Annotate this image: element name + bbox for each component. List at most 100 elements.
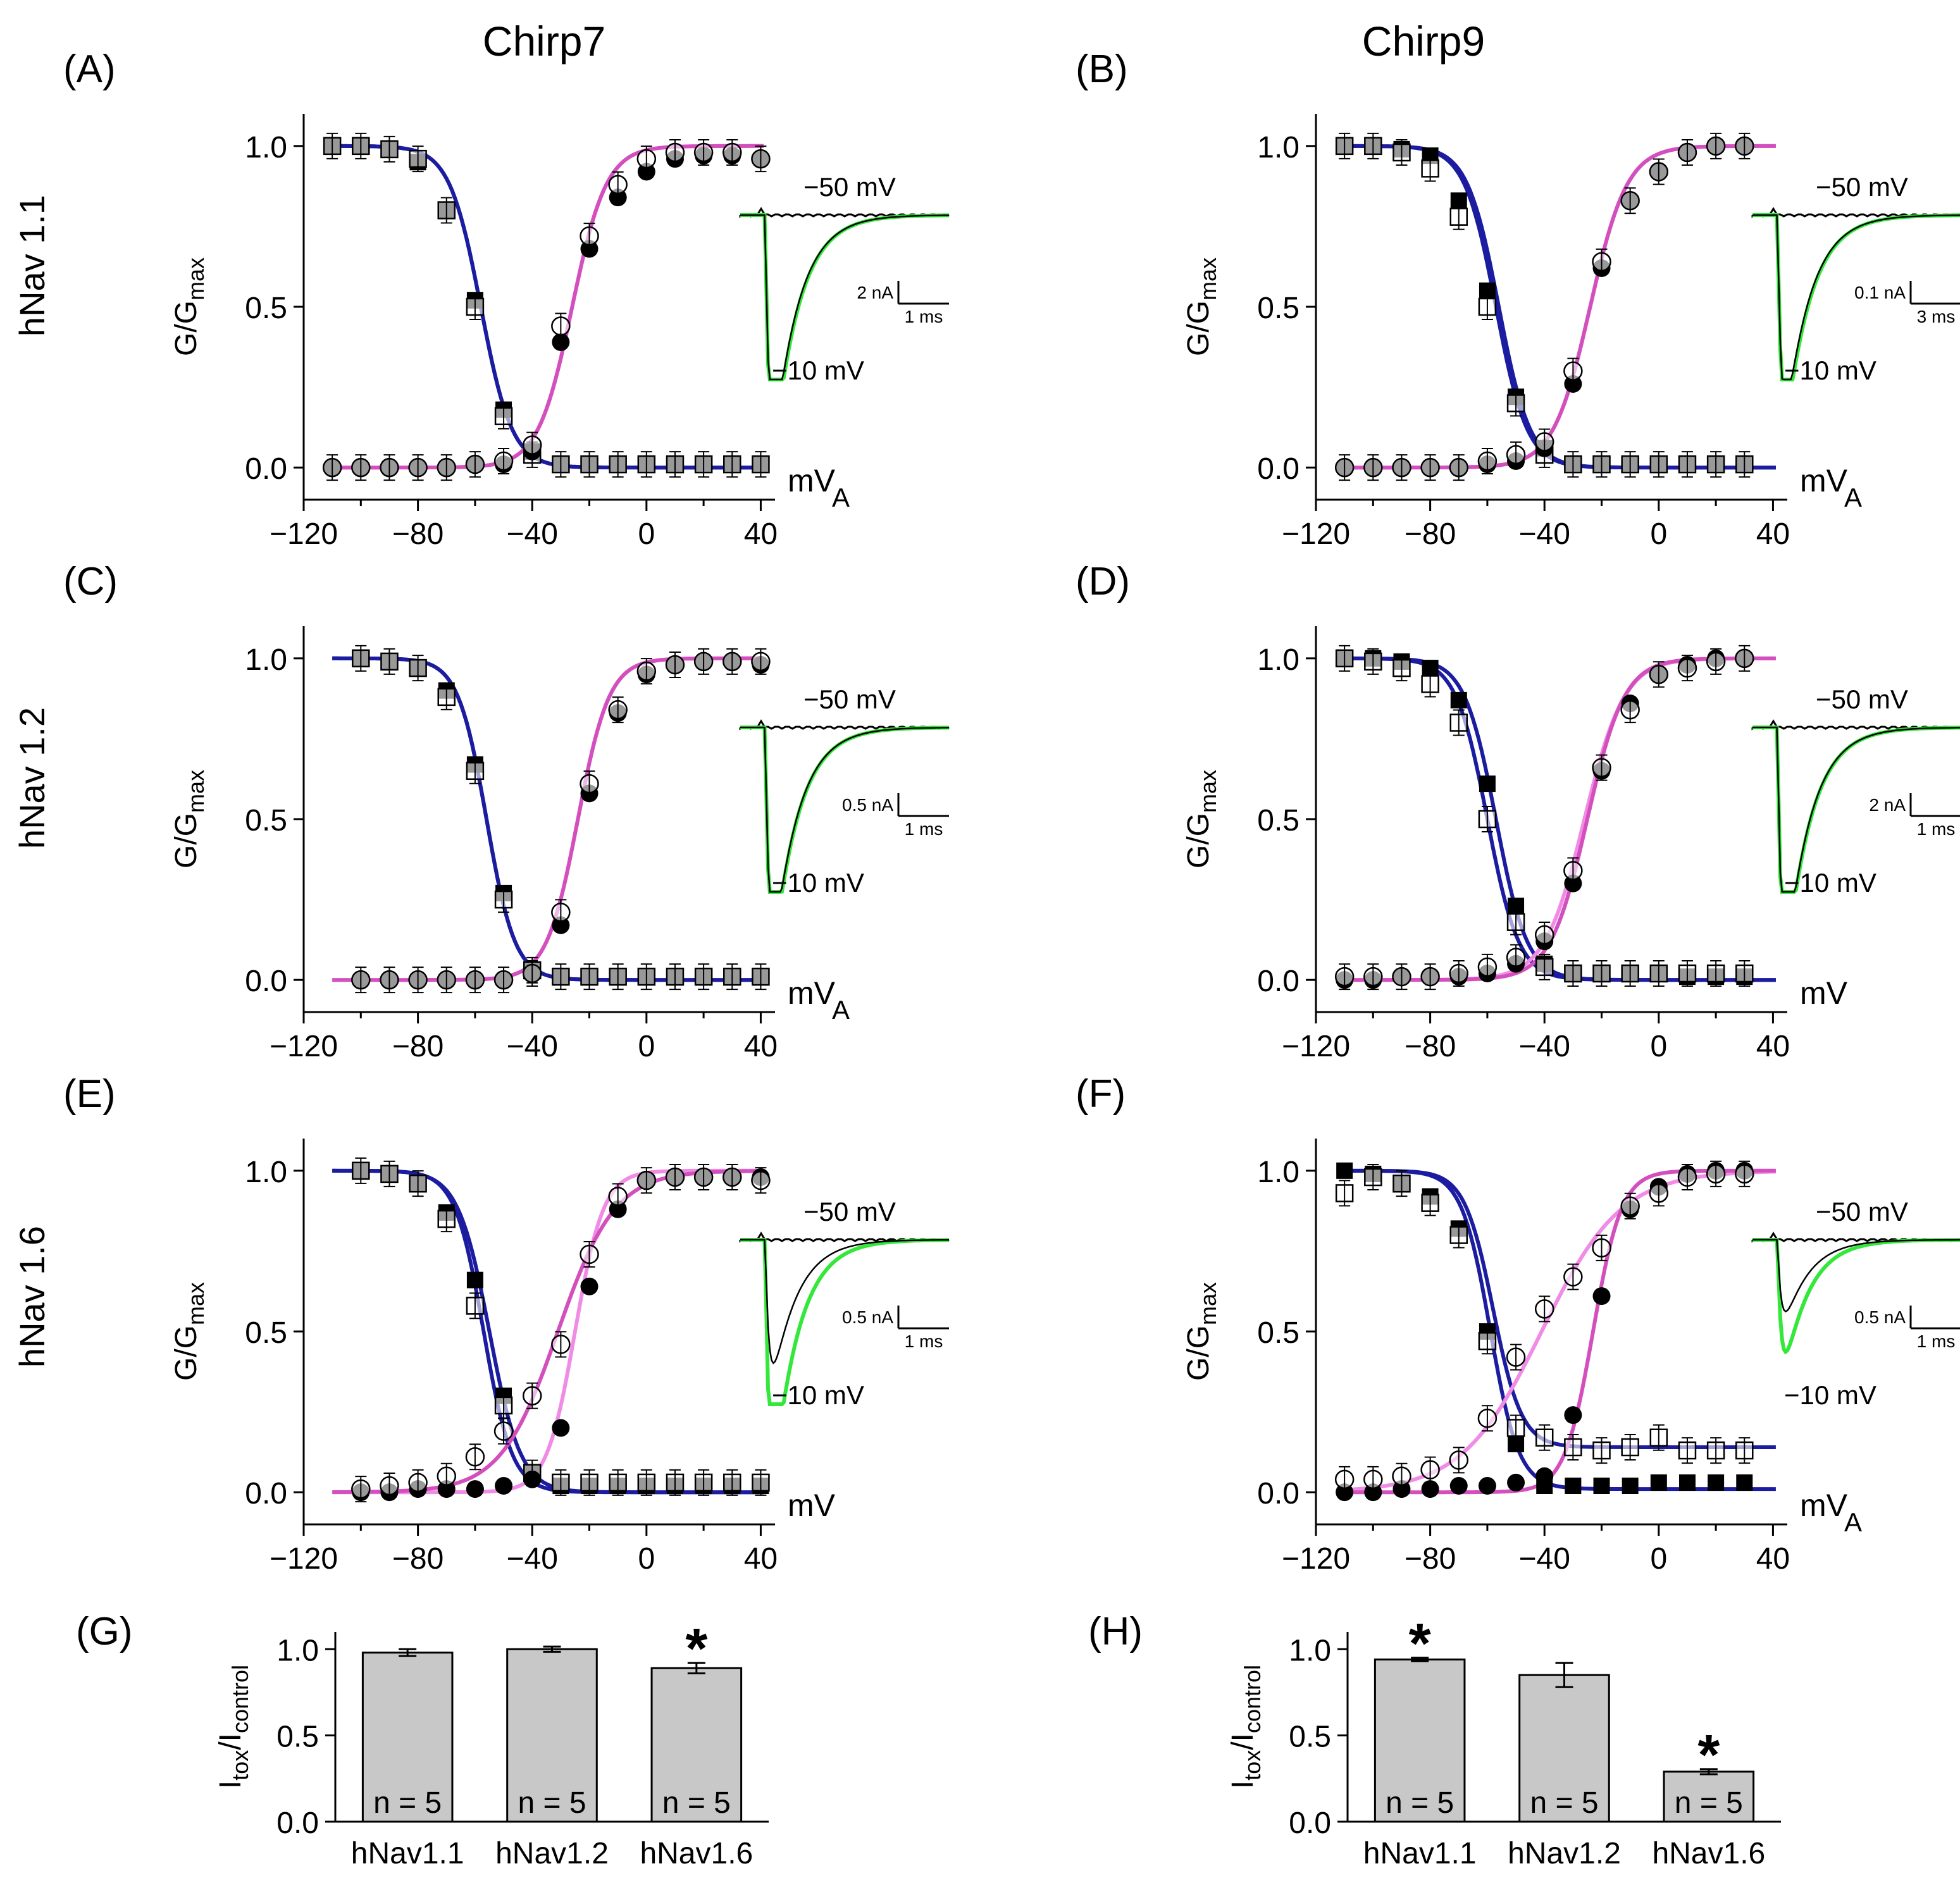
x-tick-label: 0 <box>1650 1030 1667 1063</box>
significance-marker: * <box>1409 1612 1431 1676</box>
stray-label: A <box>832 995 850 1025</box>
data-point-activation-toxin <box>523 1470 542 1488</box>
bar <box>1663 1770 1755 1823</box>
inset-label-top: −50 mV <box>803 1197 896 1226</box>
x-tick-label: −120 <box>1282 517 1350 551</box>
x-tick-label: −120 <box>270 1030 338 1063</box>
data-point-activation-toxin <box>466 1480 484 1498</box>
inactivation-fit-curve <box>332 1168 764 1495</box>
y-tick-label: 1.0 <box>1289 1634 1331 1667</box>
x-category-label: hNav1.1 <box>351 1837 464 1870</box>
x-category-label: hNav1.1 <box>1363 1837 1477 1870</box>
panel-b: (B) 0.0 0.5 1.0 −120 −80 −40 0 40 G/Gmax mVA −50 mV… <box>1076 47 1960 551</box>
x-tick-label: 0 <box>1650 517 1667 551</box>
y-tick-label: 0.0 <box>245 965 287 998</box>
activation-fit-curve <box>332 1169 764 1494</box>
data-point-inactivation-toxin <box>1593 1478 1610 1494</box>
x-tick-label: −80 <box>392 517 443 551</box>
row-label-hnav12: hNav 1.2 <box>12 707 52 849</box>
inset-current-scale-label: 2 nA <box>857 283 893 302</box>
x-tick-label: 40 <box>744 1542 778 1576</box>
data-point-inactivation-toxin <box>466 1271 483 1288</box>
y-tick-label: 0.0 <box>1289 1807 1331 1840</box>
x-axis-unit-label: mV <box>788 1488 836 1523</box>
row-label-hnav16: hNav 1.6 <box>12 1226 52 1368</box>
bar <box>361 1652 454 1823</box>
x-category-label: hNav1.2 <box>495 1837 609 1870</box>
stray-label: A <box>1844 483 1862 512</box>
inset-trace-toxin-overlay <box>740 214 950 381</box>
significance-marker: * <box>685 1617 707 1681</box>
y-tick-label: 0.0 <box>1257 965 1299 998</box>
inset-label-bottom: −10 mV <box>772 868 864 898</box>
data-point-activation-toxin <box>552 333 570 351</box>
x-tick-label: −80 <box>1405 1542 1456 1576</box>
y-axis-label: G/Gmax <box>170 257 209 356</box>
inset-time-scale-label: 1 ms <box>905 819 943 839</box>
data-point-inactivation-toxin <box>1736 1474 1753 1491</box>
inset-trace-toxin-overlay <box>740 1238 949 1364</box>
panel-c: (C) 0.0 0.5 1.0 −120 −80 −40 0 40 G/Gmax mVA −50 mV… <box>63 560 950 1063</box>
activation-fit-curve <box>1344 656 1776 982</box>
inactivation-fit-curve <box>1344 1168 1776 1492</box>
inactivation-fit-curve <box>332 144 764 470</box>
inset-current-scale-label: 0.1 nA <box>1854 283 1906 302</box>
x-tick-label: −80 <box>392 1030 443 1063</box>
data-point-inactivation-toxin <box>1622 1478 1639 1494</box>
x-axis-unit-label: mV <box>1800 975 1848 1011</box>
inset-time-scale-label: 1 ms <box>1917 1331 1956 1351</box>
x-axis-unit-label: mV <box>788 975 836 1011</box>
inset-trace-toxin-overlay <box>740 726 950 893</box>
inset-trace-toxin-overlay <box>1752 214 1960 381</box>
inset-label-top: −50 mV <box>1816 684 1908 714</box>
panel-label: (G) <box>76 1610 133 1653</box>
data-point-inactivation-toxin <box>1450 691 1467 708</box>
y-tick-label: 0.5 <box>1257 804 1299 837</box>
data-point-activation-toxin <box>1449 1477 1468 1495</box>
stray-label: A <box>832 483 850 512</box>
y-axis-label: G/Gmax <box>170 1282 209 1381</box>
activation-fit-curve <box>332 656 764 982</box>
data-point-activation-toxin <box>1535 1467 1554 1485</box>
panel-label: (A) <box>63 47 116 91</box>
activation-fit-curve <box>332 144 764 470</box>
x-tick-label: −120 <box>270 1542 338 1576</box>
inset-time-scale-label: 1 ms <box>905 307 943 326</box>
x-tick-label: −120 <box>270 517 338 551</box>
panel-d: (D) 0.0 0.5 1.0 −120 −80 −40 0 40 G/Gmax mV −50 mV −… <box>1076 560 1960 1063</box>
significance-marker: * <box>1697 1724 1720 1787</box>
bar-n-label: n = 5 <box>518 1786 586 1820</box>
bar-n-label: n = 5 <box>1675 1786 1743 1820</box>
panel-f: (F) 0.0 0.5 1.0 −120 −80 −40 0 40 G/Gmax mVA −50 mV… <box>1076 1072 1960 1576</box>
inactivation-fit-curve <box>1344 656 1776 982</box>
data-point-inactivation-toxin <box>1678 1474 1696 1491</box>
data-point-activation-toxin <box>1564 1406 1582 1424</box>
y-tick-label: 0.5 <box>245 804 287 837</box>
inset-label-bottom: −10 mV <box>772 355 864 385</box>
panel-label: (H) <box>1088 1610 1143 1653</box>
data-point-activation-toxin <box>1507 1473 1525 1492</box>
y-axis-label: G/Gmax <box>170 770 209 868</box>
inset-label-top: −50 mV <box>803 172 896 202</box>
y-axis-label: G/Gmax <box>1182 770 1221 868</box>
data-point-inactivation-toxin <box>1708 1474 1725 1491</box>
x-tick-label: 40 <box>1756 517 1790 551</box>
panel-a: (A) 0.0 0.5 1.0 −120 −80 −40 0 40 G/Gmax mVA −50 mV… <box>63 47 950 551</box>
bar-n-label: n = 5 <box>662 1786 731 1820</box>
x-tick-label: −40 <box>1519 517 1570 551</box>
y-tick-label: 0.5 <box>245 292 287 325</box>
data-point-activation-toxin <box>580 1277 599 1295</box>
bar <box>650 1667 743 1823</box>
x-tick-label: 0 <box>1650 1542 1667 1576</box>
bar-n-label: n = 5 <box>1386 1786 1454 1820</box>
x-tick-label: 40 <box>744 517 778 551</box>
panel-g: (G) 0.0 0.5 1.0 Itox/Icontrol n = 5 hNav1.1 n =… <box>76 1610 769 1870</box>
inset-trace-toxin-overlay <box>1752 1238 1960 1312</box>
y-tick-label: 0.5 <box>276 1720 319 1754</box>
inset-current-scale-label: 0.5 nA <box>842 1307 893 1327</box>
x-category-label: hNav1.6 <box>1652 1837 1765 1870</box>
y-tick-label: 0.0 <box>1257 452 1299 486</box>
